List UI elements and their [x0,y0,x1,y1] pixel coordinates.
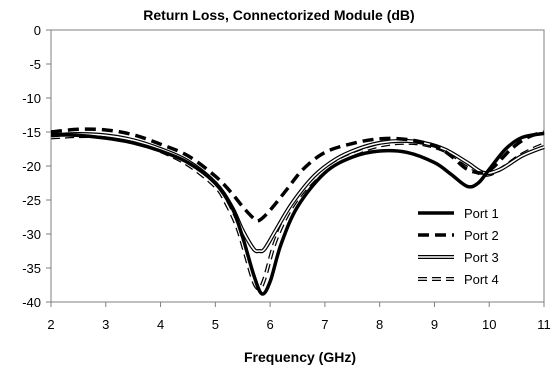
x-tick-label: 4 [157,317,164,332]
y-tick-label: 0 [34,23,41,38]
x-tick-label: 8 [376,317,383,332]
series-line-port-3-inner [50,133,545,253]
plot-area: 0 -5 -10 -15 -20 -25 -30 -35 -40 2 3 4 5 6 7 8 9 10 11 [22,23,551,332]
legend-item-port-4: Port 4 [418,272,499,287]
x-tick-label: 11 [537,317,551,332]
x-tick-label: 2 [47,317,54,332]
y-tick-label: -5 [29,57,41,72]
y-tick-label: -35 [22,261,41,276]
series-line-port-1 [50,131,545,296]
x-tick-label: 7 [321,317,328,332]
x-tick-label: 3 [102,317,109,332]
x-tick-label: 10 [482,317,496,332]
legend-label: Port 1 [464,206,499,221]
x-axis-label: Frequency (GHz) [244,349,356,365]
y-tick-label: -10 [22,91,41,106]
x-tick-label: 9 [431,317,438,332]
legend-label: Port 2 [464,228,499,243]
x-tick-label: 6 [266,317,273,332]
y-tick-label: -20 [22,159,41,174]
legend-item-port-3: Port 3 [418,250,499,265]
legend-label: Port 3 [464,250,499,265]
series-port-2 [50,127,545,223]
series-line-port-2 [50,127,545,223]
y-tick-label: -30 [22,227,41,242]
series-port-3 [50,132,545,254]
x-tick-label: 5 [212,317,219,332]
legend-item-port-1: Port 1 [418,206,499,221]
y-tick-label: -25 [22,193,41,208]
series-port-1 [50,131,545,296]
y-tick-label: -15 [22,125,41,140]
y-tick-label: -40 [22,295,41,310]
legend: Port 1 Port 2 Port 3 Port 4 [418,206,499,287]
legend-label: Port 4 [464,272,499,287]
legend-item-port-2: Port 2 [418,228,499,243]
chart-title: Return Loss, Connectorized Module (dB) [143,7,414,23]
